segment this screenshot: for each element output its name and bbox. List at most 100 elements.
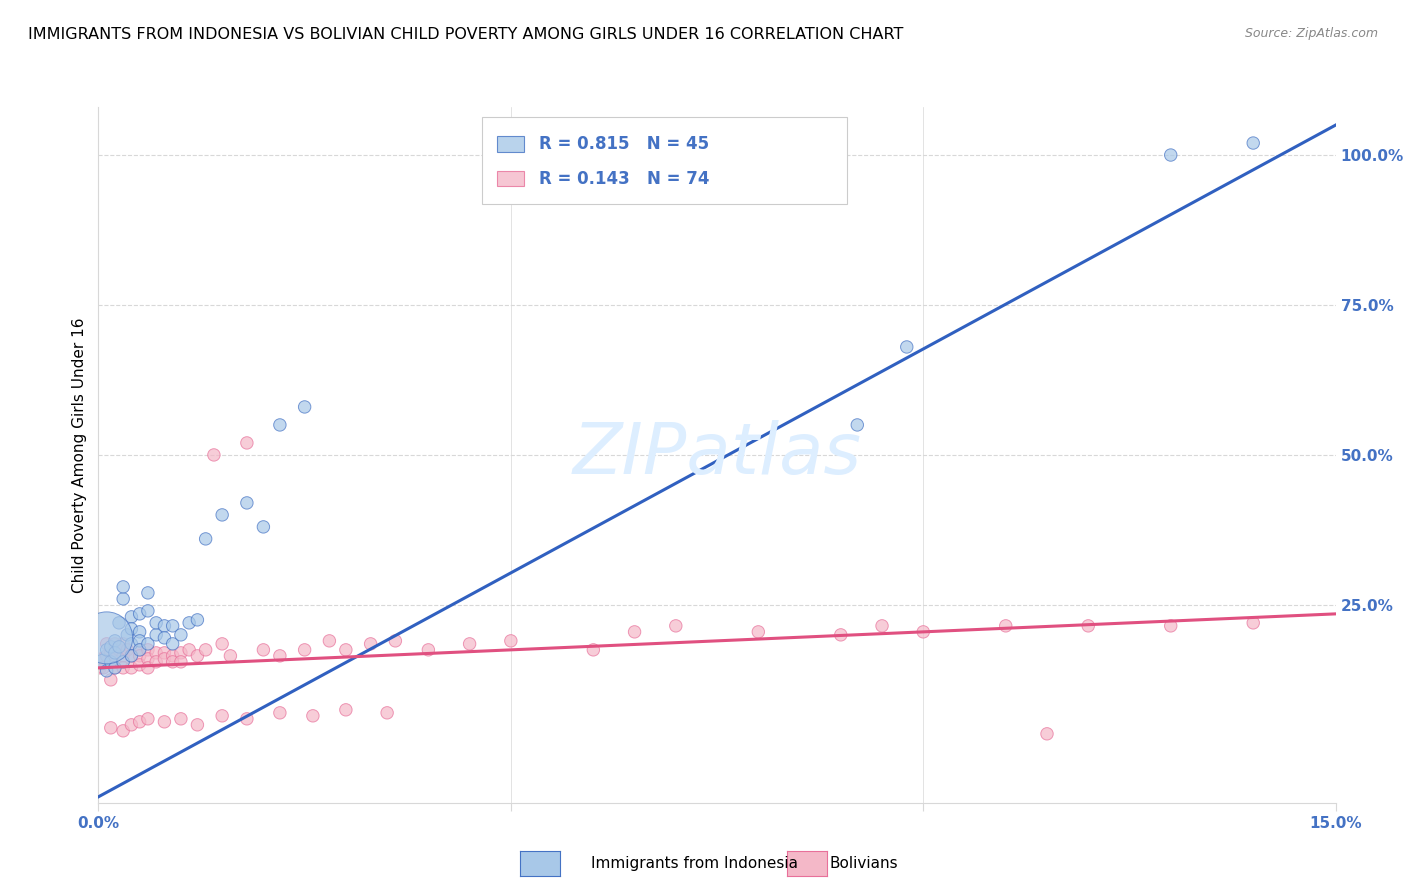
Point — [120, 661, 142, 675]
Point — [170, 628, 193, 642]
Point — [179, 615, 201, 630]
Point — [128, 643, 150, 657]
Point — [136, 637, 159, 651]
Point — [117, 628, 139, 642]
Point — [120, 648, 142, 663]
Text: R = 0.143   N = 74: R = 0.143 N = 74 — [538, 169, 710, 187]
Point — [194, 643, 217, 657]
Point — [153, 631, 176, 645]
Point — [128, 633, 150, 648]
Point — [128, 607, 150, 621]
Point — [104, 648, 127, 663]
Point — [145, 628, 167, 642]
Point — [294, 643, 316, 657]
Point — [104, 661, 127, 675]
Point — [93, 661, 115, 675]
Point — [128, 714, 150, 729]
Point — [219, 648, 242, 663]
Point — [112, 661, 135, 675]
Point — [162, 637, 184, 651]
Point — [91, 655, 114, 669]
Point — [170, 655, 193, 669]
Point — [136, 643, 159, 657]
Text: IMMIGRANTS FROM INDONESIA VS BOLIVIAN CHILD POVERTY AMONG GIRLS UNDER 16 CORRELA: IMMIGRANTS FROM INDONESIA VS BOLIVIAN CH… — [28, 27, 904, 42]
Point — [128, 648, 150, 663]
Point — [112, 648, 135, 663]
Point — [136, 652, 159, 666]
Point — [236, 436, 259, 450]
Point — [162, 619, 184, 633]
Text: Source: ZipAtlas.com: Source: ZipAtlas.com — [1244, 27, 1378, 40]
Point — [136, 586, 159, 600]
Point — [96, 643, 118, 657]
Point — [194, 532, 217, 546]
Point — [830, 628, 852, 642]
Point — [145, 615, 167, 630]
Point — [120, 718, 142, 732]
Point — [252, 520, 274, 534]
Text: Immigrants from Indonesia: Immigrants from Indonesia — [591, 856, 797, 871]
Point — [186, 613, 208, 627]
Point — [153, 714, 176, 729]
Point — [108, 643, 131, 657]
Point — [136, 661, 159, 675]
Point — [104, 646, 127, 660]
Text: ZIPatlas: ZIPatlas — [572, 420, 862, 490]
Point — [170, 646, 193, 660]
Text: R = 0.815   N = 45: R = 0.815 N = 45 — [538, 135, 709, 153]
Point — [375, 706, 398, 720]
Point — [145, 655, 167, 669]
Point — [108, 615, 131, 630]
Point — [128, 643, 150, 657]
Point — [211, 637, 233, 651]
Point — [1160, 619, 1182, 633]
Point — [100, 655, 122, 669]
Point — [335, 703, 357, 717]
Point — [112, 655, 135, 669]
Point — [665, 619, 688, 633]
Point — [170, 712, 193, 726]
Y-axis label: Child Poverty Among Girls Under 16: Child Poverty Among Girls Under 16 — [72, 318, 87, 592]
Point — [418, 643, 440, 657]
FancyBboxPatch shape — [496, 136, 524, 152]
Point — [747, 624, 769, 639]
Point — [96, 637, 118, 651]
Point — [252, 643, 274, 657]
Point — [1160, 148, 1182, 162]
Point — [269, 648, 291, 663]
Point — [1241, 136, 1264, 150]
Point — [136, 604, 159, 618]
Point — [104, 633, 127, 648]
Point — [112, 637, 135, 651]
Point — [384, 633, 406, 648]
FancyBboxPatch shape — [496, 171, 524, 186]
Point — [846, 417, 869, 432]
Point — [499, 633, 522, 648]
Point — [104, 661, 127, 675]
Point — [302, 708, 325, 723]
Point — [100, 673, 122, 687]
Point — [269, 706, 291, 720]
Point — [90, 652, 112, 666]
Point — [236, 496, 259, 510]
Point — [582, 643, 605, 657]
Point — [294, 400, 316, 414]
Point — [153, 652, 176, 666]
Point — [162, 648, 184, 663]
Point — [136, 712, 159, 726]
Point — [112, 723, 135, 738]
Point — [96, 648, 118, 663]
Point — [120, 637, 142, 651]
Point — [100, 646, 122, 660]
Point — [318, 633, 340, 648]
Point — [100, 640, 122, 654]
Point — [120, 648, 142, 663]
Point — [186, 718, 208, 732]
Point — [335, 643, 357, 657]
Point — [179, 643, 201, 657]
Point — [128, 657, 150, 672]
Point — [108, 640, 131, 654]
Point — [186, 648, 208, 663]
Point — [994, 619, 1017, 633]
Point — [120, 610, 142, 624]
